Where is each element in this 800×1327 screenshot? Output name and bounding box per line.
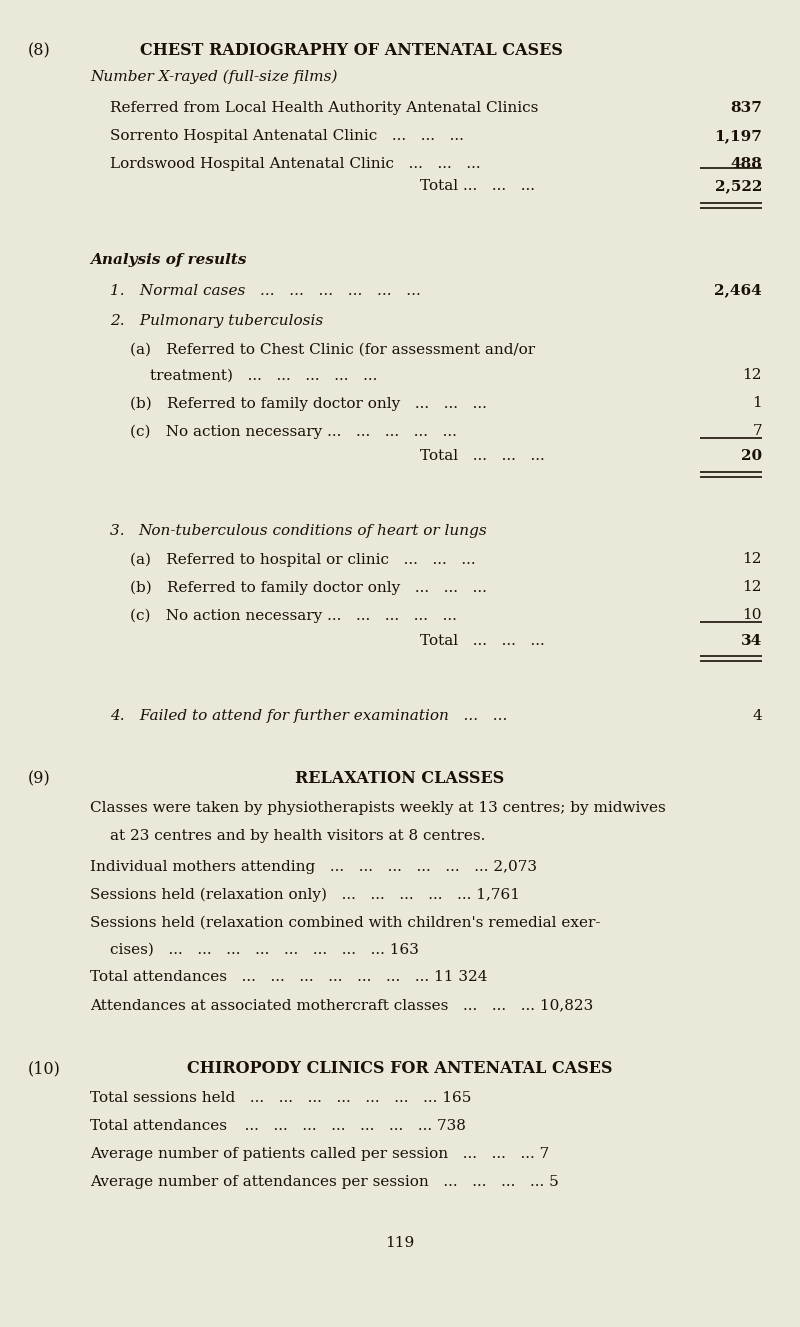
Text: CHIROPODY CLINICS FOR ANTENATAL CASES: CHIROPODY CLINICS FOR ANTENATAL CASES xyxy=(187,1060,613,1078)
Text: Classes were taken by physiotherapists weekly at 13 centres; by midwives: Classes were taken by physiotherapists w… xyxy=(90,802,666,815)
Text: cises)   ...   ...   ...   ...   ...   ...   ...   ... 163: cises) ... ... ... ... ... ... ... ... 1… xyxy=(110,942,419,957)
Text: 4: 4 xyxy=(752,709,762,723)
Text: 3.: 3. xyxy=(110,524,140,539)
Text: at 23 centres and by health visitors at 8 centres.: at 23 centres and by health visitors at … xyxy=(110,829,486,843)
Text: (10): (10) xyxy=(28,1060,61,1078)
Text: Lordswood Hospital Antenatal Clinic   ...   ...   ...: Lordswood Hospital Antenatal Clinic ... … xyxy=(110,157,481,171)
Text: Total sessions held   ...   ...   ...   ...   ...   ...   ... 165: Total sessions held ... ... ... ... ... … xyxy=(90,1091,471,1105)
Text: Individual mothers attending   ...   ...   ...   ...   ...   ... 2,073: Individual mothers attending ... ... ...… xyxy=(90,860,537,873)
Text: Referred from Local Health Authority Antenatal Clinics: Referred from Local Health Authority Ant… xyxy=(110,101,538,115)
Text: Sessions held (relaxation only)   ...   ...   ...   ...   ... 1,761: Sessions held (relaxation only) ... ... … xyxy=(90,888,520,902)
Text: Average number of attendances per session   ...   ...   ...   ... 5: Average number of attendances per sessio… xyxy=(90,1174,558,1189)
Text: 20: 20 xyxy=(741,450,762,463)
Text: 12: 12 xyxy=(742,580,762,594)
Text: RELAXATION CLASSES: RELAXATION CLASSES xyxy=(295,770,505,787)
Text: 488: 488 xyxy=(730,157,762,171)
Text: Total attendances   ...   ...   ...   ...   ...   ...   ... 11 324: Total attendances ... ... ... ... ... ..… xyxy=(90,970,487,985)
Text: CHEST RADIOGRAPHY OF ANTENATAL CASES: CHEST RADIOGRAPHY OF ANTENATAL CASES xyxy=(140,42,563,58)
Text: Number X-rayed (full-size films): Number X-rayed (full-size films) xyxy=(90,70,338,85)
Text: (9): (9) xyxy=(28,770,50,787)
Text: (c) No action necessary ...   ...   ...   ...   ...: (c) No action necessary ... ... ... ... … xyxy=(130,608,457,622)
Text: Total attendances    ...   ...   ...   ...   ...   ...   ... 738: Total attendances ... ... ... ... ... ..… xyxy=(90,1119,466,1133)
Text: Analysis of results: Analysis of results xyxy=(90,253,246,267)
Text: Total   ...   ...   ...: Total ... ... ... xyxy=(420,633,545,648)
Text: Non-tuberculous conditions of heart or lungs: Non-tuberculous conditions of heart or l… xyxy=(138,524,486,539)
Text: (b) Referred to family doctor only   ...   ...   ...: (b) Referred to family doctor only ... .… xyxy=(130,580,487,594)
Text: Total   ...   ...   ...: Total ... ... ... xyxy=(420,450,545,463)
Text: 2,464: 2,464 xyxy=(714,284,762,297)
Text: 12: 12 xyxy=(742,368,762,382)
Text: (8): (8) xyxy=(28,42,50,58)
Text: (a) Referred to Chest Clinic (for assessment and/or: (a) Referred to Chest Clinic (for assess… xyxy=(130,342,535,357)
Text: 1. Normal cases   ...   ...   ...   ...   ...   ...: 1. Normal cases ... ... ... ... ... ... xyxy=(110,284,421,297)
Text: 34: 34 xyxy=(741,633,762,648)
Text: (b) Referred to family doctor only   ...   ...   ...: (b) Referred to family doctor only ... .… xyxy=(130,397,487,410)
Text: 7: 7 xyxy=(752,425,762,438)
Text: 119: 119 xyxy=(386,1237,414,1250)
Text: 1,197: 1,197 xyxy=(714,129,762,143)
Text: Average number of patients called per session   ...   ...   ... 7: Average number of patients called per se… xyxy=(90,1147,550,1161)
Text: 2,522: 2,522 xyxy=(714,179,762,194)
Text: 10: 10 xyxy=(742,608,762,622)
Text: Total ...   ...   ...: Total ... ... ... xyxy=(420,179,535,194)
Text: (a) Referred to hospital or clinic   ...   ...   ...: (a) Referred to hospital or clinic ... .… xyxy=(130,552,476,567)
Text: 4. Failed to attend for further examination   ...   ...: 4. Failed to attend for further examinat… xyxy=(110,709,507,723)
Text: 1: 1 xyxy=(752,397,762,410)
Text: 12: 12 xyxy=(742,552,762,567)
Text: treatment)   ...   ...   ...   ...   ...: treatment) ... ... ... ... ... xyxy=(150,368,378,382)
Text: (c) No action necessary ...   ...   ...   ...   ...: (c) No action necessary ... ... ... ... … xyxy=(130,425,457,438)
Text: 2. Pulmonary tuberculosis: 2. Pulmonary tuberculosis xyxy=(110,314,323,328)
Text: Attendances at associated mothercraft classes   ...   ...   ... 10,823: Attendances at associated mothercraft cl… xyxy=(90,998,594,1013)
Text: Sorrento Hospital Antenatal Clinic   ...   ...   ...: Sorrento Hospital Antenatal Clinic ... .… xyxy=(110,129,464,143)
Text: Sessions held (relaxation combined with children's remedial exer-: Sessions held (relaxation combined with … xyxy=(90,916,601,930)
Text: 837: 837 xyxy=(730,101,762,115)
